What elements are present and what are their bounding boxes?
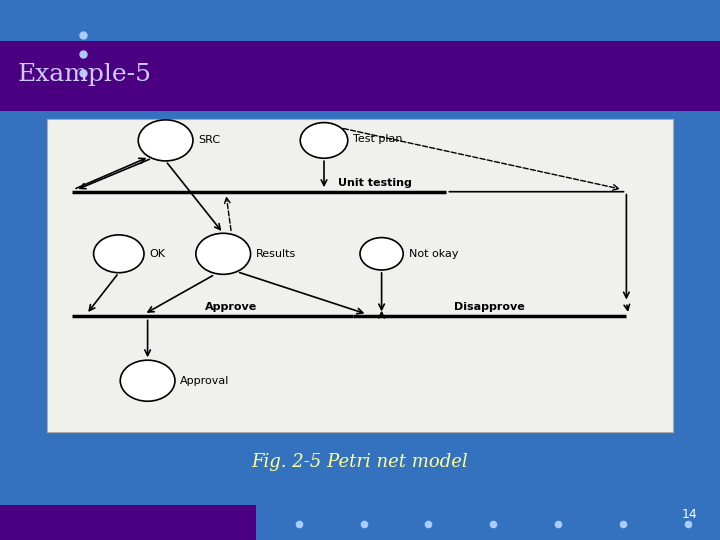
Text: SRC: SRC	[198, 136, 220, 145]
Text: Unit testing: Unit testing	[338, 178, 413, 188]
Text: Approve: Approve	[205, 302, 258, 312]
Circle shape	[196, 233, 251, 274]
Text: Example-5: Example-5	[18, 63, 152, 86]
FancyBboxPatch shape	[47, 119, 673, 432]
FancyBboxPatch shape	[0, 505, 256, 540]
Text: Fig. 2-5 Petri net model: Fig. 2-5 Petri net model	[252, 453, 468, 471]
Circle shape	[138, 120, 193, 161]
Circle shape	[120, 360, 175, 401]
Text: Disapprove: Disapprove	[454, 302, 524, 312]
Text: Not okay: Not okay	[409, 249, 459, 259]
FancyBboxPatch shape	[0, 40, 720, 111]
Text: OK: OK	[149, 249, 165, 259]
Text: Approval: Approval	[180, 376, 230, 386]
Text: Test plan: Test plan	[353, 134, 402, 144]
Circle shape	[300, 123, 348, 158]
Circle shape	[360, 238, 403, 270]
Text: Results: Results	[256, 249, 296, 259]
Circle shape	[94, 235, 144, 273]
Text: 14: 14	[681, 508, 697, 521]
